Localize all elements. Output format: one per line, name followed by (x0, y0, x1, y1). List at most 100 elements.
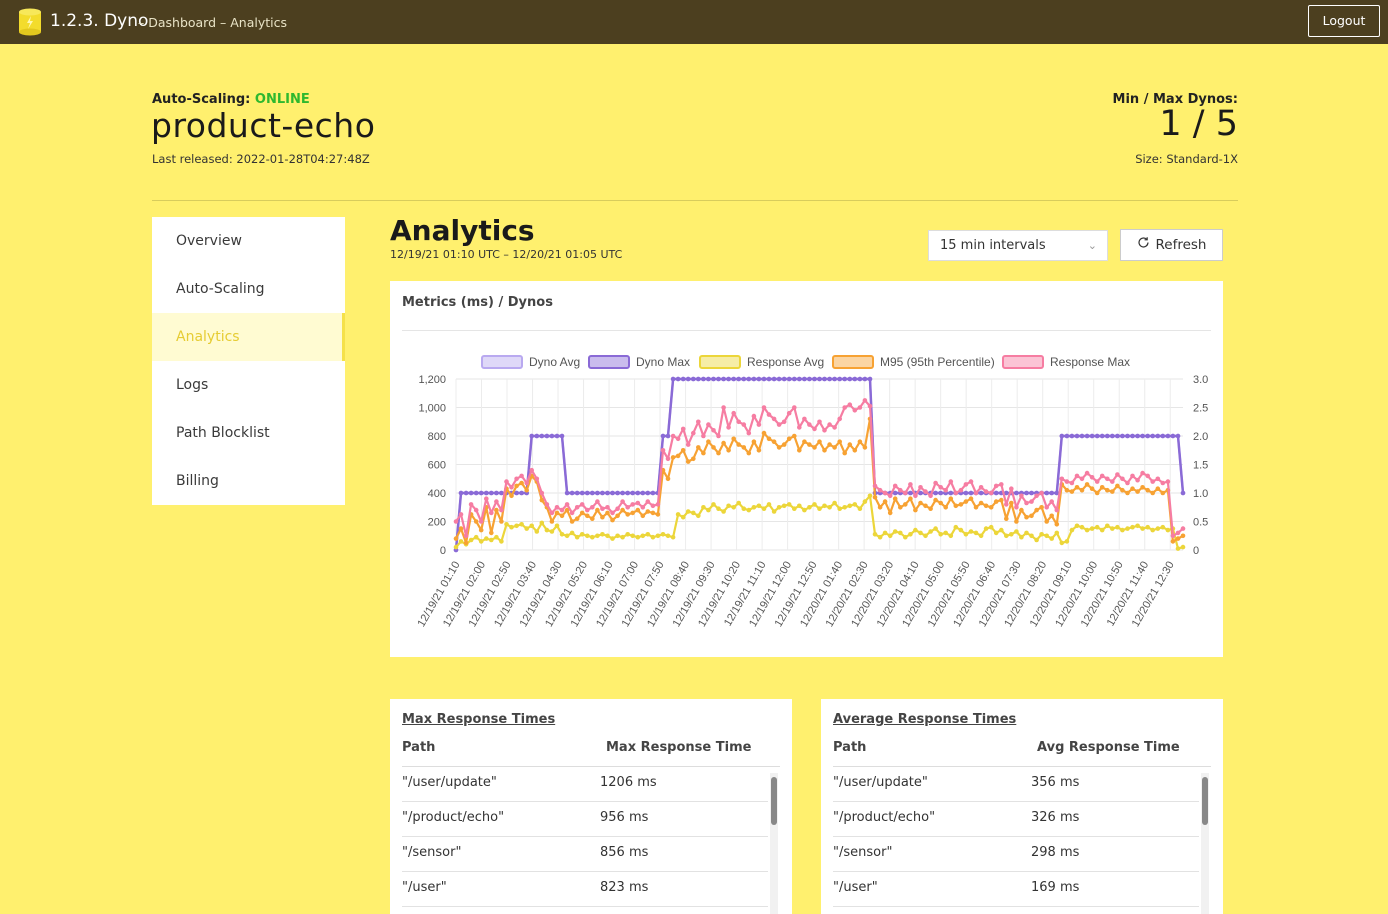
sidebar-item-auto-scaling[interactable]: Auto-Scaling (176, 281, 265, 297)
data-point (892, 496, 898, 501)
data-point (1019, 493, 1024, 499)
data-point (1019, 534, 1024, 540)
data-point (903, 490, 908, 496)
data-point (1074, 485, 1080, 490)
data-point (988, 490, 994, 496)
data-point (988, 505, 994, 510)
column-header-path: Path (402, 740, 436, 755)
row-value: 326 ms (1031, 810, 1080, 825)
row-value: 823 ms (600, 880, 649, 895)
logout-button[interactable]: Logout (1308, 5, 1380, 37)
data-point (918, 490, 923, 496)
data-point (478, 490, 484, 496)
data-point (549, 529, 555, 534)
data-point (468, 490, 474, 496)
data-point (928, 506, 933, 511)
data-point (660, 448, 666, 453)
interval-select-value: 15 min intervals (940, 238, 1046, 253)
row-value: 298 ms (1031, 845, 1080, 860)
sidebar-item-path-blocklist[interactable]: Path Blocklist (176, 425, 270, 441)
data-point (574, 505, 580, 510)
data-point (559, 513, 565, 519)
data-point (771, 509, 777, 514)
data-point (721, 440, 726, 446)
data-point (549, 433, 555, 439)
data-point (797, 448, 802, 453)
data-point (615, 506, 620, 511)
data-point (746, 507, 752, 513)
interval-select[interactable]: 15 min intervals ⌄ (928, 230, 1108, 261)
row-value: 356 ms (1031, 775, 1080, 790)
table-scrollbar[interactable] (1201, 773, 1209, 914)
data-point (842, 405, 847, 410)
data-point (665, 456, 671, 462)
data-point (797, 425, 802, 430)
chart-divider (402, 330, 1211, 331)
data-point (847, 503, 853, 509)
data-point (832, 445, 837, 450)
data-point (741, 506, 747, 511)
data-point (1079, 524, 1085, 530)
dyno-logo-icon[interactable] (18, 8, 42, 36)
refresh-button[interactable]: Refresh (1120, 229, 1223, 261)
sidebar-item-logs[interactable]: Logs (176, 377, 209, 393)
data-point (923, 503, 928, 509)
data-point (1110, 433, 1115, 439)
data-point (1084, 470, 1090, 476)
data-point (908, 490, 913, 496)
data-point (1160, 524, 1166, 530)
data-point (1165, 479, 1171, 484)
data-point (827, 442, 832, 447)
data-point (1130, 486, 1135, 491)
data-point (478, 519, 484, 524)
data-point (1120, 527, 1125, 533)
data-point (585, 490, 590, 496)
data-point (908, 496, 913, 501)
sidebar-item-analytics[interactable]: Analytics (152, 313, 345, 361)
data-point (534, 476, 540, 482)
data-point (1130, 433, 1135, 439)
app-title[interactable]: 1.2.3. Dyno (50, 11, 149, 31)
data-point (655, 533, 661, 539)
data-point (1140, 433, 1145, 439)
sidebar-item-overview[interactable]: Overview (176, 233, 242, 249)
data-point (958, 487, 964, 493)
data-point (691, 456, 696, 462)
data-point (953, 490, 959, 496)
data-point (574, 534, 580, 540)
data-point (564, 507, 570, 513)
data-point (993, 490, 999, 496)
data-point (524, 487, 529, 493)
data-point (1145, 487, 1150, 493)
legend-swatch (1002, 355, 1044, 369)
sidebar-item-billing[interactable]: Billing (176, 473, 219, 489)
y-left-tick-label: 600 (428, 460, 446, 472)
data-point (1155, 486, 1161, 491)
data-point (1014, 490, 1019, 496)
data-point (1009, 532, 1014, 537)
data-point (1034, 493, 1039, 499)
data-point (564, 502, 570, 507)
data-point (463, 490, 469, 496)
scrollbar-thumb[interactable] (771, 777, 777, 825)
table-title[interactable]: Max Response Times (402, 712, 556, 727)
data-point (776, 505, 782, 510)
scrollbar-thumb[interactable] (1202, 777, 1208, 825)
data-point (1145, 433, 1150, 439)
table-title[interactable]: Average Response Times (833, 712, 1017, 727)
data-point (1145, 473, 1150, 479)
data-point (519, 473, 524, 479)
data-point (862, 376, 868, 382)
table-scrollbar[interactable] (770, 773, 778, 914)
y-right-tick-label: 0 (1193, 545, 1199, 557)
row-path: "/user/update" (833, 775, 928, 790)
data-point (590, 490, 595, 496)
data-point (463, 533, 469, 539)
data-point (458, 526, 464, 531)
data-point (1089, 526, 1095, 531)
data-point (559, 433, 565, 439)
data-point (1180, 533, 1186, 539)
autoscaling-label: Auto-Scaling: (152, 92, 251, 107)
data-point (569, 530, 575, 536)
data-point (786, 410, 792, 416)
